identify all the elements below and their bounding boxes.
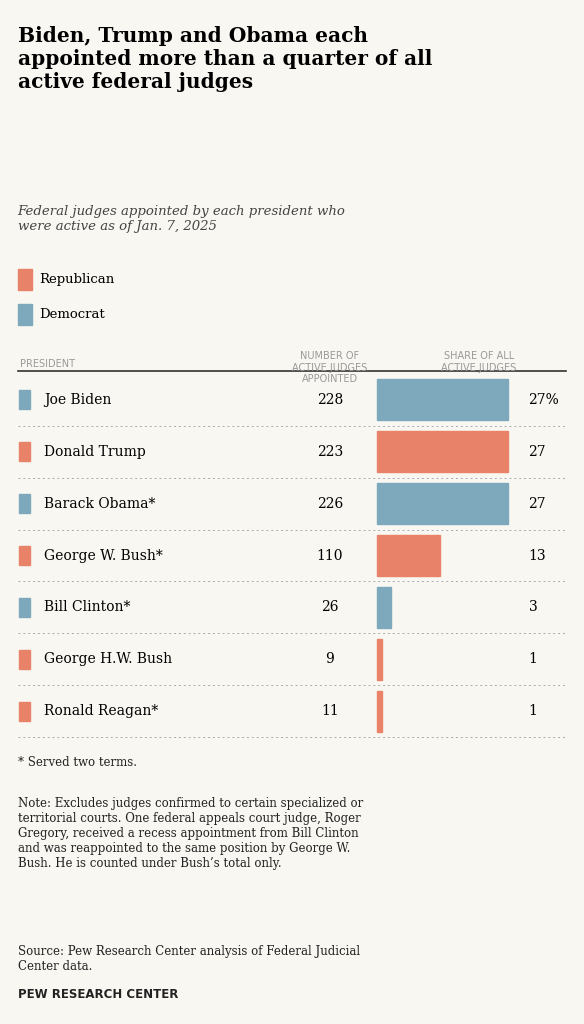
Bar xyxy=(18,304,32,325)
Text: Biden, Trump and Obama each
appointed more than a quarter of all
active federal : Biden, Trump and Obama each appointed mo… xyxy=(18,26,432,92)
Text: Note: Excludes judges confirmed to certain specialized or
territorial courts. On: Note: Excludes judges confirmed to certa… xyxy=(18,797,363,869)
Text: 26: 26 xyxy=(321,600,339,614)
Bar xyxy=(377,535,440,575)
Bar xyxy=(19,442,30,462)
Text: NUMBER OF
ACTIVE JUDGES
APPOINTED: NUMBER OF ACTIVE JUDGES APPOINTED xyxy=(293,351,367,384)
Text: 110: 110 xyxy=(317,549,343,562)
Bar xyxy=(377,431,508,472)
Text: Donald Trump: Donald Trump xyxy=(44,444,145,459)
Text: * Served two terms.: * Served two terms. xyxy=(18,756,137,769)
Bar xyxy=(377,379,508,420)
Text: 226: 226 xyxy=(317,497,343,511)
Text: Joe Biden: Joe Biden xyxy=(44,393,111,407)
Text: 13: 13 xyxy=(529,549,546,562)
Text: George H.W. Bush: George H.W. Bush xyxy=(44,652,172,667)
Bar xyxy=(19,598,30,617)
Text: 3: 3 xyxy=(529,600,537,614)
Bar xyxy=(19,701,30,721)
Text: George W. Bush*: George W. Bush* xyxy=(44,549,162,562)
Bar xyxy=(19,494,30,513)
Text: 1: 1 xyxy=(529,705,537,718)
Bar xyxy=(377,691,381,732)
Text: PRESIDENT: PRESIDENT xyxy=(20,359,75,370)
Text: 11: 11 xyxy=(321,705,339,718)
Bar xyxy=(19,649,30,669)
Text: Federal judges appointed by each president who
were active as of Jan. 7, 2025: Federal judges appointed by each preside… xyxy=(18,205,345,232)
Text: 27: 27 xyxy=(529,444,546,459)
Text: 9: 9 xyxy=(326,652,334,667)
Text: 1: 1 xyxy=(529,652,537,667)
Bar xyxy=(18,269,32,290)
Text: Democrat: Democrat xyxy=(39,308,105,321)
Text: 27: 27 xyxy=(529,497,546,511)
Bar xyxy=(377,587,391,628)
Text: Barack Obama*: Barack Obama* xyxy=(44,497,155,511)
Text: Republican: Republican xyxy=(39,273,114,286)
Bar xyxy=(377,483,508,524)
Text: Source: Pew Research Center analysis of Federal Judicial
Center data.: Source: Pew Research Center analysis of … xyxy=(18,945,360,973)
Text: 27%: 27% xyxy=(529,393,559,407)
Text: Bill Clinton*: Bill Clinton* xyxy=(44,600,130,614)
Text: PEW RESEARCH CENTER: PEW RESEARCH CENTER xyxy=(18,988,178,1001)
Bar xyxy=(377,639,381,680)
Bar xyxy=(19,390,30,410)
Text: 223: 223 xyxy=(317,444,343,459)
Bar xyxy=(19,546,30,565)
Text: SHARE OF ALL
ACTIVE JUDGES: SHARE OF ALL ACTIVE JUDGES xyxy=(442,351,516,373)
Text: 228: 228 xyxy=(317,393,343,407)
Text: Ronald Reagan*: Ronald Reagan* xyxy=(44,705,158,718)
